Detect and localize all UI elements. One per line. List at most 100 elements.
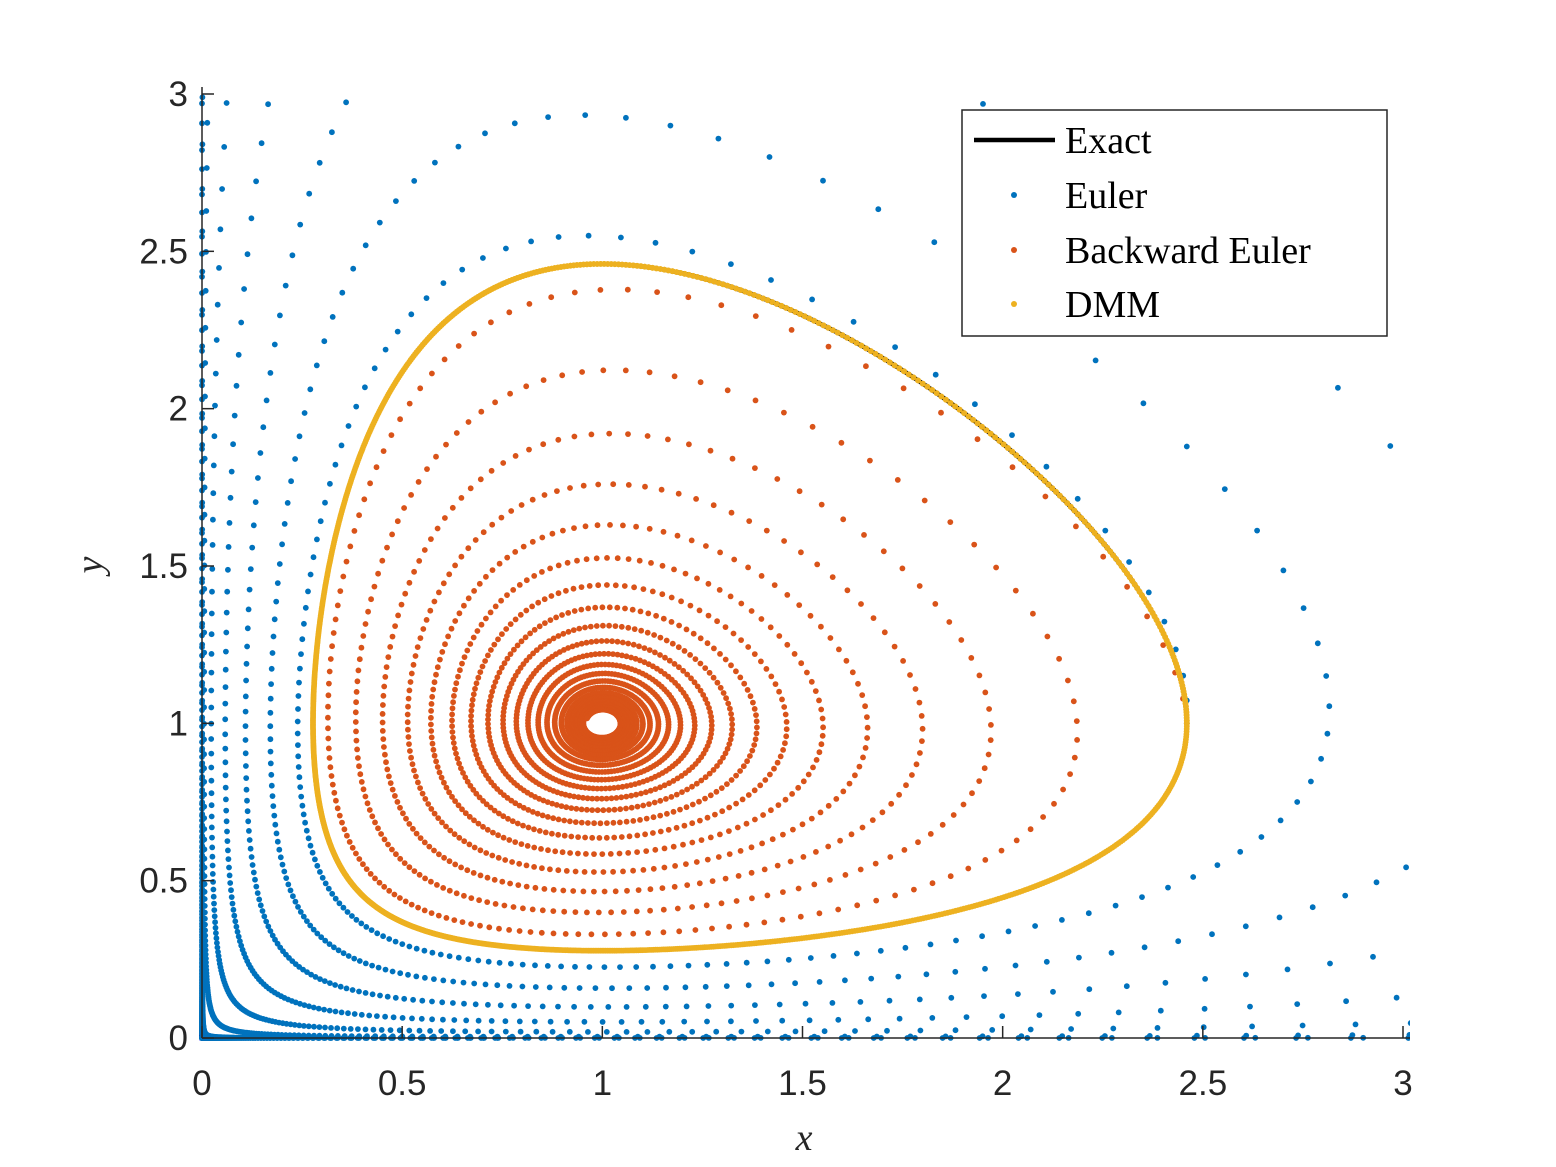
backward-euler-point bbox=[740, 763, 747, 770]
backward-euler-point bbox=[630, 930, 637, 937]
backward-euler-point bbox=[380, 448, 387, 454]
backward-euler-point bbox=[985, 751, 992, 758]
backward-euler-point bbox=[578, 584, 585, 590]
backward-euler-point bbox=[380, 702, 386, 708]
backward-euler-point bbox=[512, 453, 519, 459]
backward-euler-point bbox=[547, 866, 553, 873]
euler-point bbox=[738, 1028, 745, 1035]
backward-euler-point bbox=[375, 570, 381, 577]
euler-point bbox=[1314, 640, 1321, 647]
backward-euler-point bbox=[872, 860, 879, 867]
backward-euler-point bbox=[600, 869, 607, 875]
backward-euler-point bbox=[526, 301, 533, 307]
backward-euler-point bbox=[555, 436, 562, 443]
backward-euler-point bbox=[634, 832, 641, 839]
backward-euler-point bbox=[700, 692, 707, 698]
euler-point bbox=[416, 1027, 423, 1034]
backward-euler-point bbox=[623, 805, 629, 812]
backward-euler-point bbox=[518, 841, 525, 847]
backward-euler-point bbox=[573, 805, 580, 812]
euler-point bbox=[850, 318, 857, 325]
backward-euler-point bbox=[739, 796, 746, 803]
euler-point bbox=[617, 964, 623, 970]
euler-point bbox=[497, 1002, 504, 1009]
backward-euler-point bbox=[881, 629, 888, 636]
backward-euler-point bbox=[575, 834, 581, 840]
euler-point bbox=[288, 478, 294, 485]
backward-euler-point bbox=[644, 433, 651, 439]
backward-euler-point bbox=[468, 723, 474, 730]
backward-euler-point bbox=[501, 660, 508, 667]
euler-point bbox=[1012, 962, 1019, 969]
backward-euler-point bbox=[593, 555, 600, 562]
backward-euler-point bbox=[441, 779, 447, 786]
euler-point bbox=[532, 962, 538, 969]
backward-euler-point bbox=[553, 802, 560, 808]
backward-euler-point bbox=[423, 617, 430, 623]
backward-euler-point bbox=[1065, 677, 1071, 684]
backward-euler-point bbox=[753, 712, 759, 718]
euler-point bbox=[1115, 1009, 1122, 1016]
backward-euler-point bbox=[509, 818, 516, 825]
backward-euler-point bbox=[550, 930, 557, 937]
euler-point bbox=[429, 949, 436, 956]
backward-euler-point bbox=[461, 838, 468, 845]
backward-euler-point bbox=[1160, 642, 1167, 648]
euler-point bbox=[223, 807, 230, 814]
backward-euler-point bbox=[386, 773, 392, 780]
backward-euler-point bbox=[758, 616, 765, 622]
backward-euler-point bbox=[419, 790, 426, 797]
euler-point bbox=[511, 120, 518, 127]
euler-point bbox=[260, 424, 267, 431]
backward-euler-point bbox=[539, 534, 546, 541]
euler-point bbox=[269, 793, 276, 799]
backward-euler-point bbox=[864, 735, 870, 741]
backward-euler-point bbox=[892, 892, 898, 899]
backward-euler-point bbox=[1100, 553, 1107, 560]
euler-point bbox=[399, 1015, 406, 1021]
backward-euler-point bbox=[416, 871, 423, 878]
backward-euler-point bbox=[606, 807, 612, 813]
backward-euler-point bbox=[452, 562, 458, 569]
backward-euler-point bbox=[346, 839, 353, 845]
backward-euler-point bbox=[705, 580, 712, 587]
backward-euler-point bbox=[364, 800, 371, 807]
backward-euler-point bbox=[687, 652, 693, 658]
backward-euler-point bbox=[367, 480, 373, 487]
backward-euler-point bbox=[473, 680, 480, 687]
backward-euler-point bbox=[443, 784, 450, 791]
backward-euler-point bbox=[451, 745, 458, 752]
euler-point bbox=[228, 887, 234, 894]
euler-point bbox=[267, 736, 274, 743]
backward-euler-point bbox=[563, 868, 570, 874]
euler-point bbox=[232, 918, 239, 925]
euler-point bbox=[314, 930, 321, 937]
backward-euler-point bbox=[404, 711, 411, 718]
backward-euler-point bbox=[849, 669, 856, 676]
euler-point bbox=[208, 736, 215, 742]
backward-euler-point bbox=[485, 707, 492, 714]
backward-euler-point bbox=[387, 780, 394, 786]
euler-point bbox=[274, 838, 281, 845]
euler-point bbox=[243, 775, 250, 781]
euler-point bbox=[336, 900, 343, 907]
backward-euler-point bbox=[368, 596, 374, 603]
backward-euler-point bbox=[380, 736, 387, 742]
backward-euler-point bbox=[560, 887, 567, 894]
euler-point bbox=[351, 1011, 358, 1017]
backward-euler-point bbox=[575, 931, 582, 938]
backward-euler-point bbox=[584, 795, 591, 802]
euler-point bbox=[235, 933, 242, 940]
backward-euler-point bbox=[597, 820, 604, 827]
backward-euler-point bbox=[657, 634, 664, 641]
backward-euler-point bbox=[428, 708, 434, 714]
backward-euler-point bbox=[353, 699, 359, 706]
euler-point bbox=[465, 956, 472, 963]
backward-euler-point bbox=[976, 778, 983, 784]
backward-euler-point bbox=[684, 882, 691, 888]
backward-euler-point bbox=[428, 878, 434, 885]
euler-point bbox=[989, 1027, 996, 1033]
euler-point bbox=[585, 232, 592, 239]
backward-euler-point bbox=[860, 754, 866, 761]
backward-euler-point bbox=[818, 501, 825, 508]
